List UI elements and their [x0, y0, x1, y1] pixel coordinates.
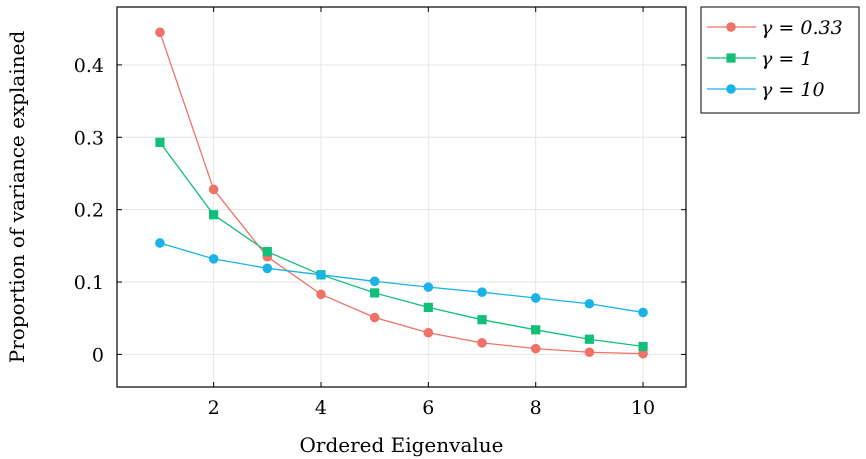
data-point	[155, 137, 165, 147]
series	[155, 238, 648, 318]
plot-frame	[116, 6, 687, 388]
legend-marker	[726, 84, 736, 94]
data-point	[370, 288, 380, 298]
data-point	[530, 343, 541, 354]
data-point	[209, 210, 219, 220]
data-point	[423, 302, 433, 312]
axis-ticks: 2 4 6 8 10 0 0.1 0.2 0.3 0.4	[74, 7, 686, 419]
legend-label: γ = 1	[761, 48, 812, 70]
y-tick-label: 0	[92, 344, 104, 366]
data-point	[262, 247, 272, 257]
y-tick-label: 0.1	[74, 272, 104, 294]
data-point	[155, 27, 165, 38]
y-axis-label: Proportion of variance explained	[5, 31, 29, 364]
data-point	[262, 263, 273, 274]
data-point	[638, 348, 648, 359]
data-point	[369, 312, 380, 323]
grid	[117, 7, 686, 387]
data-point	[477, 338, 487, 348]
series-line	[159, 32, 644, 355]
data-point	[531, 325, 541, 335]
data-point	[638, 341, 648, 352]
legend-marker	[726, 22, 736, 32]
y-tick-label: 0.3	[74, 127, 104, 149]
series-layer	[155, 27, 648, 359]
data-point	[423, 327, 434, 338]
x-tick-label: 10	[631, 397, 655, 419]
legend: γ = 0.33 γ = 1 γ = 10	[700, 6, 860, 114]
legend-marker	[726, 53, 736, 63]
x-tick-label: 6	[422, 397, 434, 419]
y-tick-label: 0.2	[74, 200, 104, 222]
legend-label: γ = 10	[761, 79, 825, 101]
x-tick-label: 8	[530, 397, 542, 419]
data-point	[369, 276, 380, 287]
data-point	[530, 293, 541, 303]
data-point	[477, 287, 487, 297]
series	[155, 27, 648, 359]
data-point	[155, 238, 165, 248]
x-tick-label: 2	[208, 397, 220, 419]
x-axis-label: Ordered Eigenvalue	[299, 433, 503, 457]
data-point	[208, 184, 219, 195]
data-point	[584, 334, 594, 344]
y-tick-label: 0.4	[74, 55, 104, 77]
data-point	[423, 282, 434, 292]
data-point	[477, 315, 487, 325]
data-point	[584, 298, 595, 309]
legend-label: γ = 0.33	[761, 17, 843, 39]
data-point	[316, 289, 326, 300]
series-line	[159, 141, 644, 348]
data-point	[584, 347, 595, 358]
data-point	[208, 254, 219, 264]
data-point	[316, 270, 326, 280]
series	[155, 137, 648, 352]
series-line	[159, 242, 644, 314]
data-point	[638, 307, 648, 318]
x-tick-label: 4	[315, 397, 327, 419]
